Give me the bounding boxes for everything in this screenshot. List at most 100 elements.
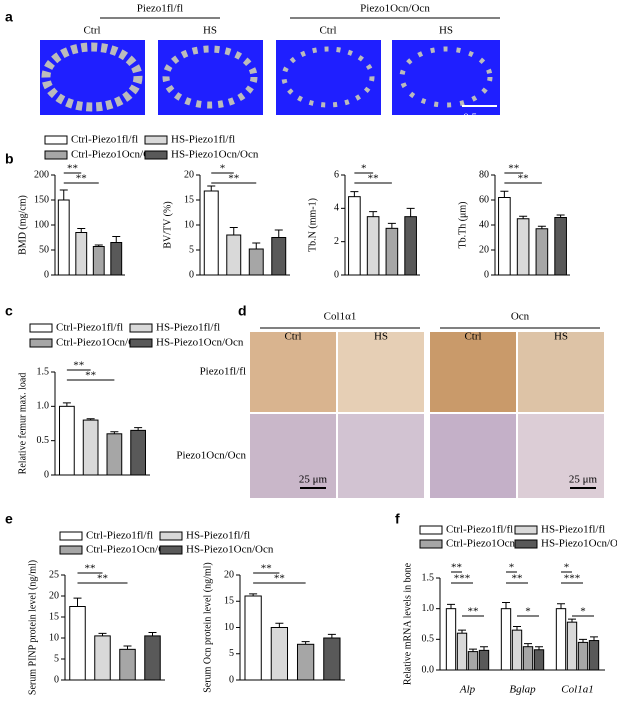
significance-label: ** (451, 562, 462, 574)
bar (296, 643, 315, 681)
significance-label: ** (274, 573, 285, 585)
y-axis-label: Serum Ocn protein level (ng/ml) (202, 562, 213, 693)
legend-swatch (144, 135, 168, 145)
column-label: Ctrl (284, 331, 301, 343)
error-bar (94, 244, 103, 247)
bar (110, 242, 123, 276)
legend-swatch (419, 539, 443, 549)
error-bar (62, 402, 71, 407)
error-bar (77, 228, 86, 233)
y-tick-label: 100 (34, 219, 49, 230)
error-bar (568, 618, 576, 623)
bar (533, 649, 545, 671)
y-tick-label: 15 (49, 611, 59, 622)
error-bar (86, 418, 95, 421)
error-bar (480, 646, 488, 651)
bar (404, 216, 417, 276)
significance-label: * (580, 606, 586, 618)
significance-label: ** (85, 370, 96, 382)
significance-label: ** (368, 173, 379, 185)
bar (516, 218, 530, 276)
group-label: Piezo1fl/fl (137, 3, 183, 15)
y-tick-label: 0.5 (37, 435, 50, 446)
legend-label: Ctrl-Piezo1fl/fl (86, 530, 153, 542)
y-tick-label: 20 (479, 244, 489, 255)
bar (106, 433, 123, 476)
error-bar (148, 632, 157, 636)
error-bar (447, 603, 455, 609)
error-bar (535, 646, 543, 650)
y-tick-label: 5 (189, 244, 194, 255)
error-bar (513, 625, 521, 631)
bar (57, 199, 70, 276)
bar (535, 228, 549, 276)
significance-label: * (525, 606, 531, 618)
y-tick-label: 0 (44, 269, 49, 280)
bar (144, 635, 161, 681)
bar (119, 648, 136, 681)
error-bar (301, 641, 310, 645)
significance-label: ** (468, 606, 479, 618)
significance-label: ** (76, 173, 87, 185)
scale-label: 25 μm (569, 474, 598, 486)
error-bar (98, 632, 107, 636)
legend-swatch (29, 338, 53, 348)
legend-swatch (129, 323, 153, 333)
y-tick-label: 6 (334, 169, 339, 180)
error-bar (406, 207, 415, 217)
legend-label: Ctrl-Piezo1fl/fl (71, 134, 138, 146)
bar (92, 246, 105, 276)
error-bar (112, 236, 121, 243)
bar (366, 216, 380, 276)
group-label: Piezo1Ocn/Ocn (360, 3, 430, 15)
y-tick-label: 25 (49, 569, 59, 580)
error-bar (524, 643, 532, 647)
y-tick-label: 20 (184, 169, 194, 180)
column-label: Ctrl (319, 25, 336, 37)
error-bar (350, 191, 359, 197)
y-tick-label: 5 (54, 653, 59, 664)
significance-label: ** (97, 573, 108, 585)
legend-swatch (514, 525, 538, 535)
panel-label: c (5, 303, 13, 319)
significance-label: * (220, 163, 226, 175)
error-bar (249, 593, 258, 596)
column-label: Ctrl (83, 25, 100, 37)
y-tick-label: 1.0 (422, 603, 435, 614)
bar (323, 637, 341, 681)
x-tick-label: Alp (459, 684, 476, 696)
bar (203, 190, 219, 276)
column-label: Ctrl (464, 331, 481, 343)
error-bar (229, 227, 238, 235)
scale-label: 0.5 mm (463, 112, 497, 124)
significance-label: ** (518, 173, 529, 185)
y-tick-label: 10 (224, 622, 234, 633)
y-tick-label: 1.0 (37, 401, 50, 412)
significance-label: ** (67, 163, 78, 175)
error-bar (207, 185, 216, 191)
error-bar (590, 636, 598, 641)
y-tick-label: 0 (189, 269, 194, 280)
y-tick-label: 4 (334, 203, 339, 214)
scale-label: 25 μm (299, 474, 328, 486)
stain-label: Col1α1 (324, 311, 357, 323)
panel-label: a (5, 9, 13, 25)
legend-swatch (159, 531, 183, 541)
legend-label: Ctrl-Piezo1Ocn/Ocn (56, 337, 147, 349)
bar (270, 627, 289, 681)
legend-label: Ctrl-Piezo1fl/fl (446, 524, 513, 536)
y-tick-label: 0 (334, 269, 339, 280)
bar (82, 419, 99, 476)
legend-label: HS-Piezo1fl/fl (156, 322, 220, 334)
significance-label: *** (564, 573, 581, 585)
legend-label: HS-Piezo1Ocn/Ocn (541, 538, 617, 550)
bar (511, 629, 523, 671)
error-bar (275, 622, 284, 628)
column-label: HS (203, 25, 217, 37)
y-axis-label: BMD (mg/cm) (17, 195, 28, 255)
bar (467, 651, 479, 671)
y-axis-label: Relative mRNA levels in bone (402, 562, 413, 685)
error-bar (502, 602, 510, 609)
legend-label: HS-Piezo1Ocn/Ocn (156, 337, 244, 349)
